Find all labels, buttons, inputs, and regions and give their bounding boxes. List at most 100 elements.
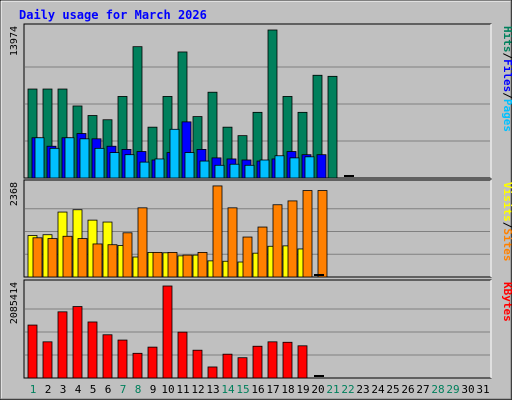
bar-hits-pages-day-3 (64, 137, 75, 179)
bar-kbytes-kbytes-day-6 (102, 334, 113, 379)
bar-hits-pages-day-19 (304, 156, 315, 179)
bar-visits-sites-day-4 (77, 238, 88, 278)
bar-visits-sites-day-2 (47, 238, 58, 278)
bar-visits-sites-day-15 (242, 236, 253, 278)
bar-kbytes-kbytes-day-7 (117, 339, 128, 379)
x-tick-label-day-21: 21 (326, 383, 339, 396)
bar-hits-pages-day-10 (169, 128, 180, 179)
bar-hits-pages-day-17 (274, 155, 285, 179)
x-tick-label-day-6: 6 (105, 383, 112, 396)
bar-visits-sites-day-13 (212, 185, 223, 278)
chart-title: Daily usage for March 2026 (19, 8, 207, 22)
panel-visits: 2368 Visits/Sites (9, 179, 512, 278)
bar-kbytes-kbytes-day-8 (132, 352, 143, 379)
x-tick-label-day-7: 7 (120, 383, 127, 396)
bar-kbytes-kbytes-day-2 (42, 341, 53, 379)
bar-hits-pages-day-16 (259, 159, 270, 179)
legend-item-hits: Hits (501, 26, 512, 53)
x-tick-label-day-26: 26 (401, 383, 414, 396)
panel-kbytes: 2085414 KBytes (9, 279, 512, 379)
bar-kbytes-kbytes-day-12 (192, 349, 203, 379)
legend-visits: Visits/Sites (501, 182, 512, 262)
bar-hits-pages-day-15 (244, 164, 255, 179)
legend-separator: / (501, 92, 512, 99)
bar-visits-sites-day-9 (152, 252, 163, 278)
x-axis-day-labels: 1 2 3 4 5 6 7 8 9 10 11 12 13 14 15 16 17 18 19 20 21 22 23 24 2… (30, 383, 490, 396)
x-tick-label-day-14: 14 (221, 383, 235, 396)
bar-hits-pages-day-18 (289, 157, 300, 179)
bar-visits-sites-day-11 (182, 254, 193, 278)
bar-visits-sites-day-5 (92, 243, 103, 278)
bar-hits-pages-day-1 (34, 137, 45, 179)
bar-visits-sites-day-1 (32, 237, 43, 278)
bar-hits-pages-day-8 (139, 161, 150, 179)
x-tick-label-day-13: 13 (206, 383, 219, 396)
x-tick-label-day-19: 19 (296, 383, 309, 396)
bar-kbytes-kbytes-day-14 (222, 353, 233, 379)
bar-kbytes-kbytes-day-3 (57, 311, 68, 379)
x-tick-label-day-22: 22 (341, 383, 354, 396)
x-tick-label-day-28: 28 (431, 383, 444, 396)
bar-hits-pages-day-11 (184, 152, 195, 179)
bar-kbytes-kbytes-day-5 (87, 321, 98, 379)
x-tick-label-day-3: 3 (60, 383, 67, 396)
bar-visits-sites-day-8 (137, 207, 148, 278)
bar-kbytes-kbytes-day-4 (72, 306, 83, 379)
x-tick-label-day-30: 30 (461, 383, 474, 396)
x-tick-label-day-29: 29 (446, 383, 459, 396)
bar-kbytes-kbytes-day-11 (177, 331, 188, 379)
bar-hits-pages-day-7 (124, 154, 135, 179)
bar-kbytes-kbytes-day-19 (297, 345, 308, 379)
chart-panels: 13974Hits/Files/Pages2368Visits/Sites208… (9, 23, 512, 379)
x-tick-label-day-17: 17 (266, 383, 279, 396)
bar-hits-pages-day-9 (154, 158, 165, 179)
legend-hits: Hits/Files/Pages (501, 26, 512, 132)
legend-kbytes: KBytes (501, 282, 512, 322)
bar-hits-hits-day-21 (327, 75, 338, 179)
x-tick-label-day-5: 5 (90, 383, 97, 396)
ymax-label-visits: 2368 (9, 182, 20, 206)
bar-hits-pages-day-5 (94, 147, 105, 179)
bar-kbytes-kbytes-day-10 (162, 285, 173, 379)
bar-hits-files-day-20 (316, 154, 327, 179)
x-tick-label-day-4: 4 (75, 383, 82, 396)
bar-kbytes-kbytes-day-16 (252, 345, 263, 379)
x-tick-label-day-10: 10 (161, 383, 174, 396)
x-tick-label-day-27: 27 (416, 383, 429, 396)
x-tick-label-day-9: 9 (150, 383, 157, 396)
bar-hits-pages-day-4 (79, 138, 90, 179)
x-tick-label-day-31: 31 (476, 383, 489, 396)
x-tick-label-day-16: 16 (251, 383, 264, 396)
bar-hits-pages-day-14 (229, 163, 240, 179)
bar-hits-pages-day-13 (214, 164, 225, 179)
legend-separator: / (501, 222, 512, 229)
bar-visits-sites-day-19 (302, 190, 313, 278)
bar-visits-sites-day-7 (122, 232, 133, 278)
bar-hits-pages-day-6 (109, 152, 120, 179)
ymax-label-hits: 13974 (9, 26, 20, 56)
x-tick-label-day-20: 20 (311, 383, 324, 396)
legend-item-pages: Pages (501, 99, 512, 132)
bar-visits-sites-day-6 (107, 244, 118, 278)
bar-hits-pages-day-12 (199, 160, 210, 179)
bar-kbytes-kbytes-day-15 (237, 357, 248, 379)
legend-item-sites: Sites (501, 228, 512, 261)
x-tick-label-day-2: 2 (45, 383, 52, 396)
x-tick-label-day-1: 1 (30, 383, 37, 396)
bar-kbytes-kbytes-day-13 (207, 366, 218, 379)
bar-visits-sites-day-3 (62, 235, 73, 278)
ymax-label-kbytes: 2085414 (9, 282, 20, 324)
legend-item-files: Files (501, 59, 512, 92)
bar-kbytes-kbytes-day-1 (27, 324, 38, 379)
legend-item-visits: Visits (501, 182, 512, 222)
bar-visits-sites-day-16 (257, 226, 268, 278)
bar-kbytes-kbytes-day-9 (147, 346, 158, 379)
bar-kbytes-kbytes-day-18 (282, 341, 293, 379)
x-tick-label-day-25: 25 (386, 383, 399, 396)
bar-visits-sites-day-10 (167, 252, 178, 278)
bar-visits-sites-day-18 (287, 200, 298, 278)
x-tick-label-day-8: 8 (135, 383, 142, 396)
x-tick-label-day-24: 24 (371, 383, 385, 396)
